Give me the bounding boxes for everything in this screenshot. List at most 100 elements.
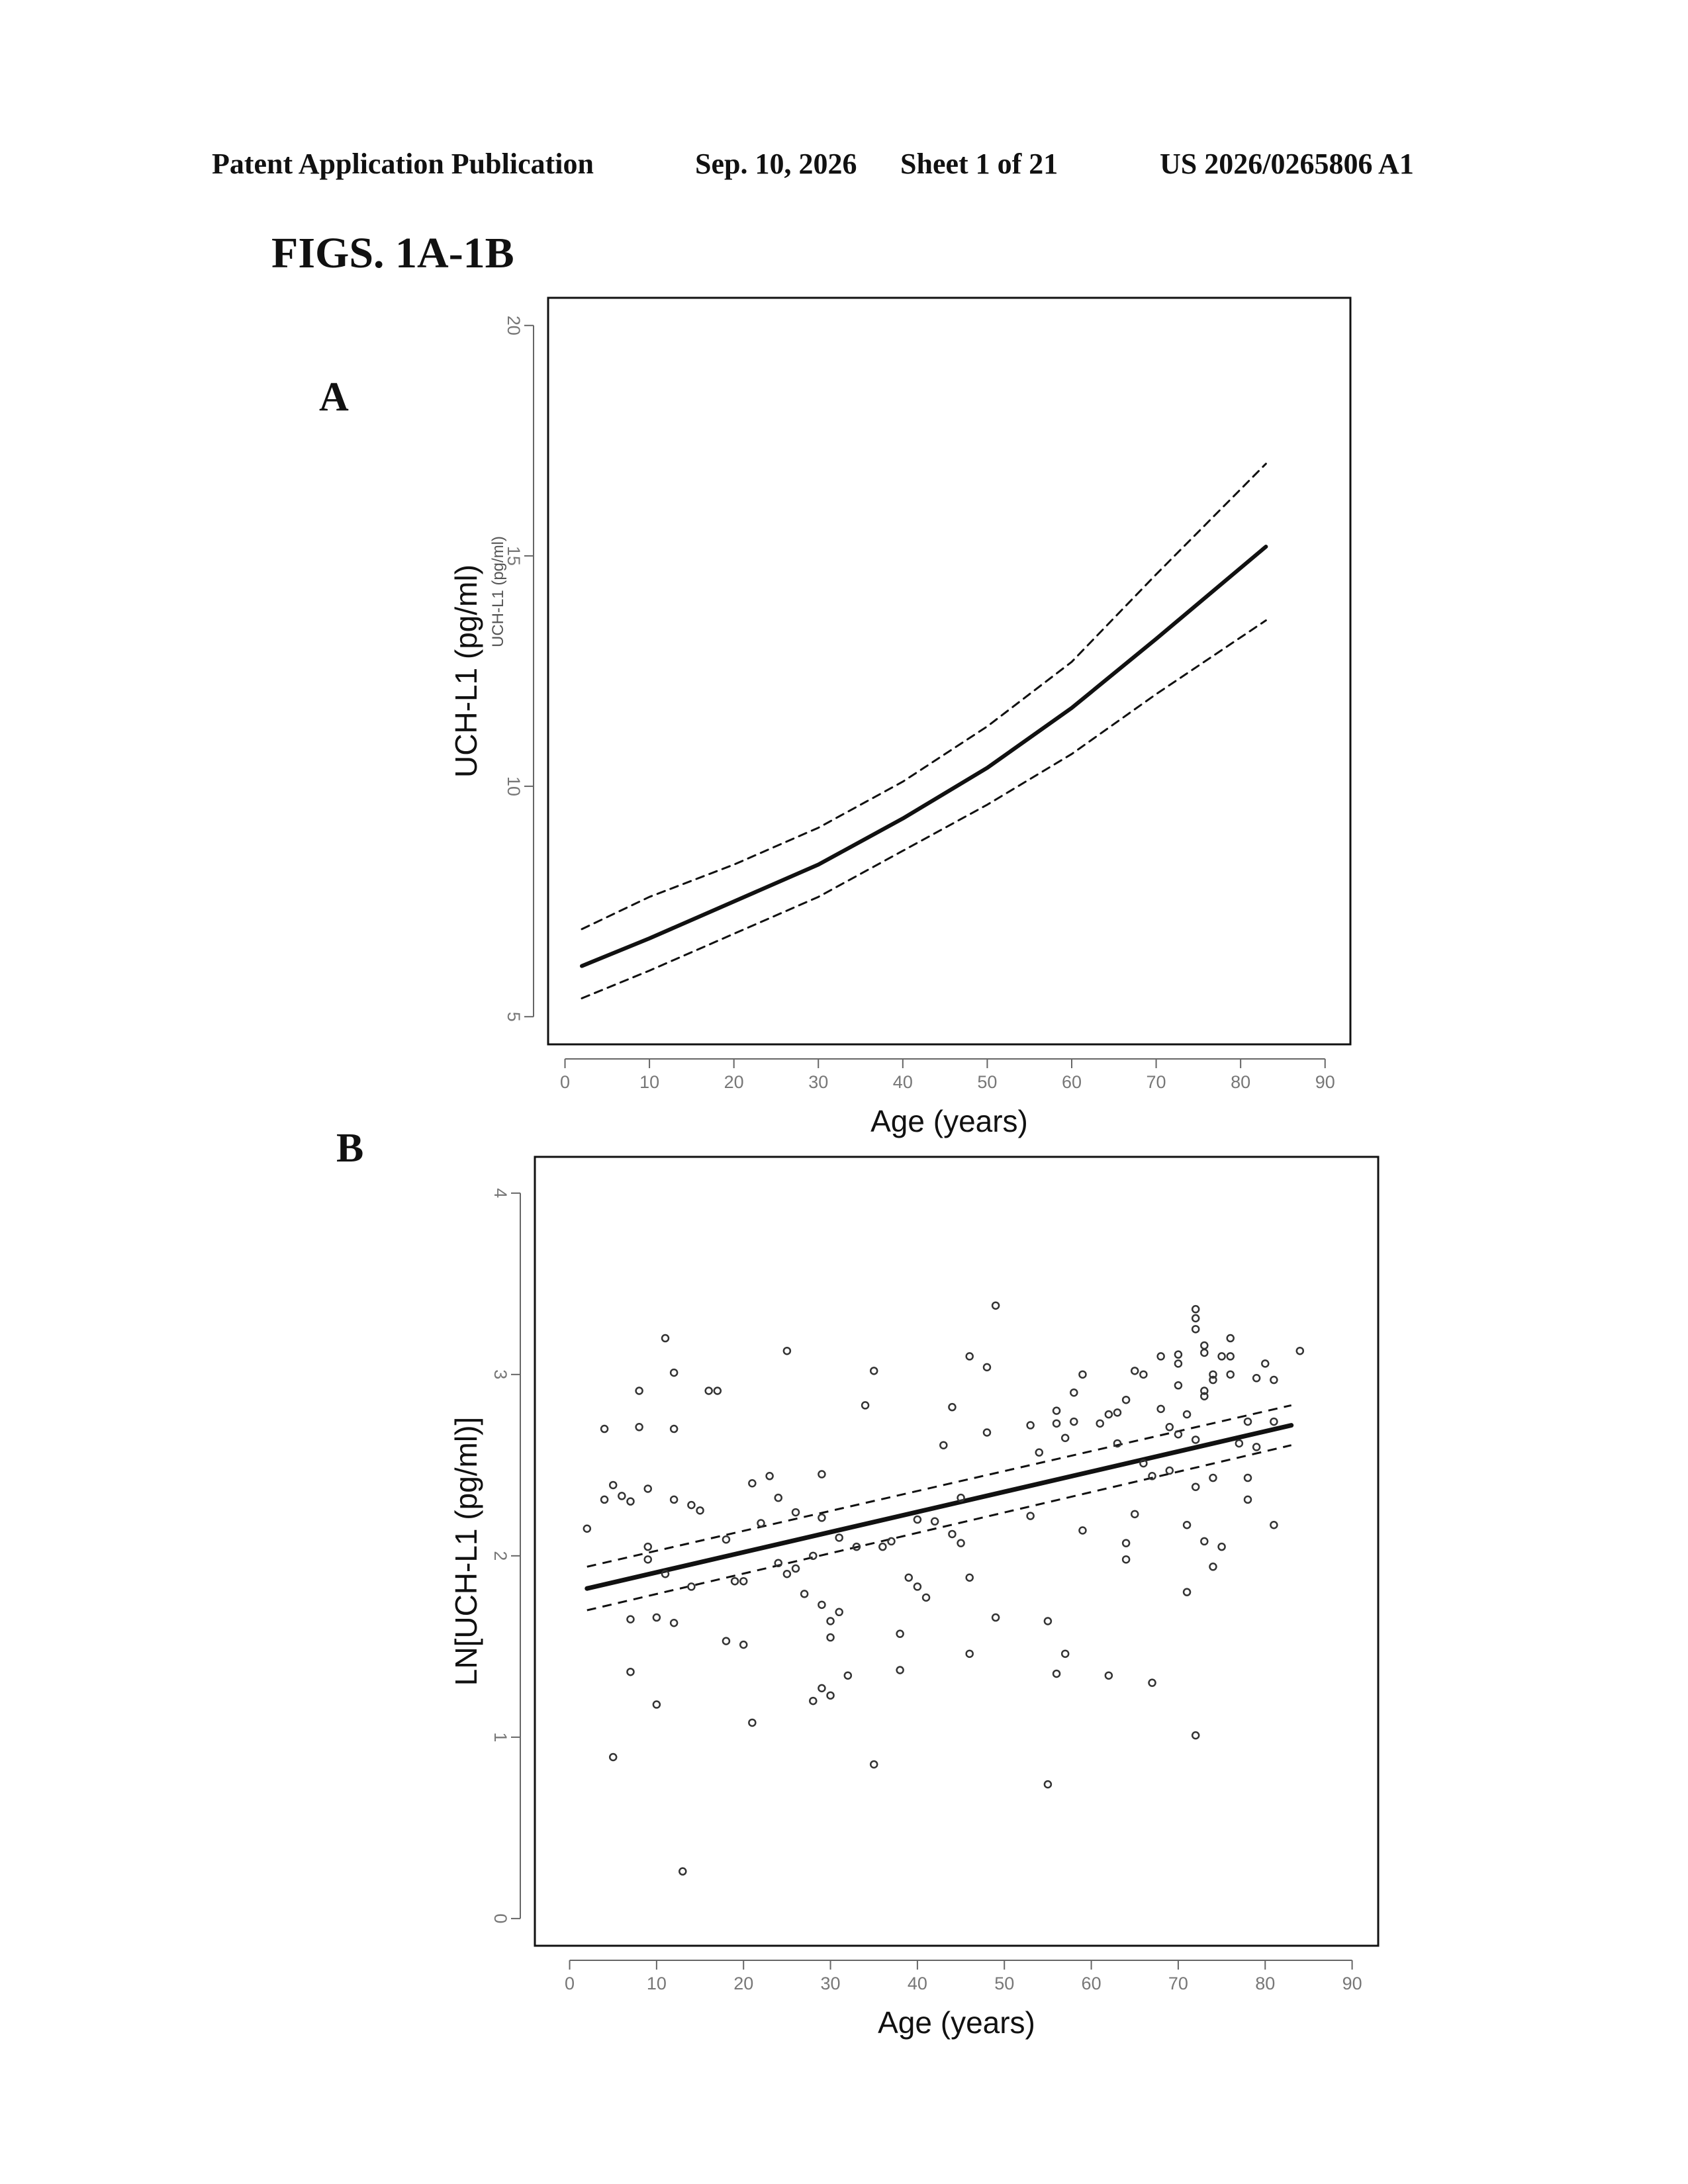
data-point [958, 1540, 964, 1547]
x-tick-label: 70 [1168, 1974, 1188, 1993]
data-point [923, 1594, 929, 1601]
data-point [966, 1651, 973, 1657]
data-point [723, 1536, 729, 1543]
data-point [618, 1492, 625, 1499]
data-point [1149, 1680, 1156, 1686]
x-axis-title: Age (years) [878, 2005, 1035, 2040]
data-point [818, 1471, 825, 1478]
data-point [1123, 1396, 1129, 1403]
data-point [827, 1617, 834, 1624]
y-tick-label: 3 [491, 1369, 510, 1379]
data-point [671, 1496, 677, 1503]
data-point [671, 1426, 677, 1432]
x-tick-label: 50 [994, 1974, 1014, 1993]
data-point [1192, 1306, 1199, 1312]
upper-confidence-line [587, 1405, 1291, 1567]
data-point [827, 1692, 834, 1699]
plot-frame [535, 1157, 1378, 1946]
x-tick-label: 30 [821, 1974, 841, 1993]
data-point [714, 1387, 721, 1394]
data-point [1253, 1375, 1260, 1381]
data-point [914, 1583, 921, 1590]
data-point [784, 1347, 790, 1354]
data-point [1192, 1732, 1199, 1739]
data-point [1227, 1353, 1234, 1359]
data-point [1262, 1360, 1268, 1367]
data-point [1201, 1349, 1207, 1356]
x-tick-label: 10 [647, 1974, 667, 1993]
data-point [1201, 1538, 1207, 1545]
data-point [1175, 1351, 1182, 1358]
data-point [1270, 1522, 1277, 1528]
data-point [1244, 1496, 1251, 1503]
data-point [1192, 1315, 1199, 1322]
data-point [662, 1335, 669, 1342]
data-point [1184, 1411, 1190, 1418]
data-point [688, 1502, 694, 1508]
data-point [784, 1570, 790, 1577]
data-point [931, 1518, 938, 1525]
data-point [1201, 1342, 1207, 1349]
y-tick-label: 0 [491, 1913, 510, 1923]
data-point [1244, 1418, 1251, 1425]
data-point [749, 1480, 755, 1486]
data-point [645, 1485, 651, 1492]
x-tick-label: 20 [733, 1974, 753, 1993]
data-point [1114, 1409, 1121, 1416]
data-point [636, 1424, 643, 1430]
data-point [992, 1614, 999, 1621]
data-point [888, 1538, 894, 1545]
data-point [749, 1719, 755, 1726]
data-point [645, 1556, 651, 1563]
data-point [906, 1574, 912, 1581]
data-point [601, 1496, 608, 1503]
fit-line [587, 1426, 1291, 1589]
data-point [966, 1353, 973, 1359]
data-point [1105, 1411, 1112, 1418]
data-point [706, 1387, 712, 1394]
data-point [827, 1634, 834, 1641]
data-point [1227, 1335, 1234, 1342]
data-point [966, 1574, 973, 1581]
data-point [818, 1685, 825, 1692]
data-point [984, 1430, 990, 1436]
data-point [1184, 1589, 1190, 1596]
data-point [818, 1602, 825, 1608]
data-point [636, 1387, 643, 1394]
x-tick-label: 0 [565, 1974, 575, 1993]
data-point [610, 1754, 616, 1760]
data-point [671, 1369, 677, 1376]
data-point [1131, 1511, 1138, 1518]
data-point [1158, 1406, 1164, 1412]
data-point [1062, 1435, 1068, 1441]
x-tick-label: 60 [1082, 1974, 1102, 1993]
data-point [767, 1473, 773, 1479]
data-point [1270, 1377, 1277, 1383]
data-point [653, 1614, 660, 1621]
data-point [723, 1638, 729, 1645]
data-point [1244, 1475, 1251, 1481]
data-point [1219, 1353, 1225, 1359]
data-point [1105, 1672, 1112, 1679]
data-point [1045, 1617, 1051, 1624]
data-point [1123, 1540, 1129, 1547]
data-point [1053, 1420, 1060, 1427]
data-point [1192, 1436, 1199, 1443]
data-point [653, 1702, 660, 1708]
data-point [1036, 1449, 1043, 1456]
data-point [1045, 1781, 1051, 1788]
data-point [627, 1668, 633, 1675]
data-point [801, 1590, 808, 1597]
data-point [1209, 1475, 1216, 1481]
data-point [1053, 1670, 1060, 1677]
data-point [862, 1402, 868, 1408]
data-point [810, 1553, 816, 1559]
data-point [584, 1525, 590, 1532]
data-point [1192, 1326, 1199, 1332]
data-point [897, 1666, 904, 1673]
data-point [1079, 1527, 1086, 1533]
data-point [897, 1631, 904, 1637]
data-point [1175, 1360, 1182, 1367]
data-point [1131, 1367, 1138, 1374]
